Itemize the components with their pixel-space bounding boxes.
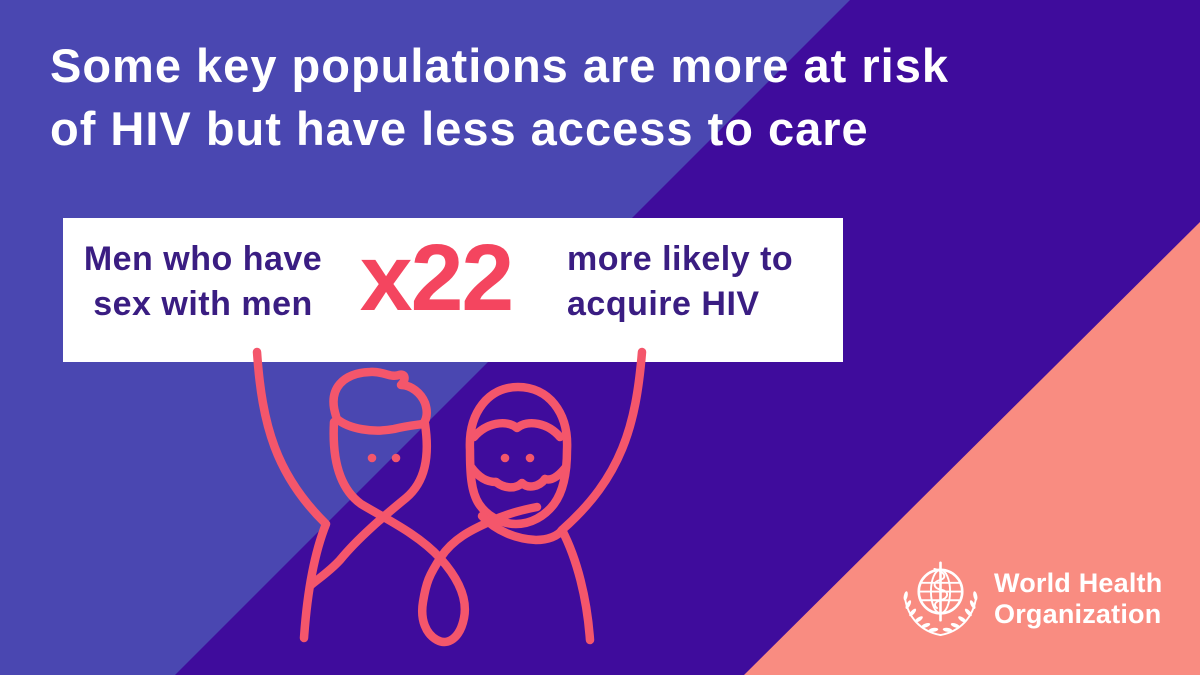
left-person-body-loop bbox=[329, 417, 542, 647]
right-person-mouth bbox=[491, 474, 550, 492]
risk-line-2: acquire HIV bbox=[567, 285, 760, 323]
right-person-eye-right bbox=[525, 453, 535, 463]
right-person-hairline bbox=[469, 418, 565, 442]
right-person-beard-left-edge bbox=[466, 462, 501, 487]
who-wordmark-line-1: World Health bbox=[994, 568, 1163, 598]
left-person-arm-body bbox=[252, 347, 331, 643]
who-wordmark: World Health Organization bbox=[994, 568, 1162, 630]
risk-multiplier-value: x22 bbox=[359, 225, 515, 331]
who-wordmark-line-2: Organization bbox=[994, 599, 1162, 629]
title-line-2: of HIV but have less access to care bbox=[50, 102, 869, 155]
population-label: Men who have sex with men bbox=[78, 237, 328, 327]
right-person-head-beard bbox=[465, 382, 572, 529]
left-person-face-right bbox=[306, 419, 432, 590]
right-person-neck-cross bbox=[477, 511, 567, 545]
right-person-eye-left bbox=[500, 453, 510, 463]
left-person-hair-fringe bbox=[332, 414, 428, 435]
stat-banner: Men who have sex with men x22 more likel… bbox=[63, 218, 843, 362]
population-line-1: Men who have bbox=[83, 240, 323, 278]
risk-line-1: more likely to bbox=[567, 240, 794, 278]
risk-label: more likely to acquire HIV bbox=[567, 237, 837, 327]
page-title: Some key populations are more at risk of… bbox=[50, 34, 1130, 160]
right-person-beard-right-edge bbox=[540, 462, 571, 484]
title-line-1: Some key populations are more at risk bbox=[50, 39, 949, 92]
left-person-eye-right bbox=[391, 453, 401, 463]
two-men-line-art-illustration bbox=[252, 347, 647, 647]
who-emblem-icon bbox=[903, 561, 978, 636]
who-logo: World Health Organization bbox=[897, 555, 1162, 642]
right-person-arm-body bbox=[557, 347, 647, 645]
left-person-eye-left bbox=[367, 453, 377, 463]
left-person-hair bbox=[329, 367, 431, 429]
population-line-2: sex with men bbox=[93, 285, 313, 323]
